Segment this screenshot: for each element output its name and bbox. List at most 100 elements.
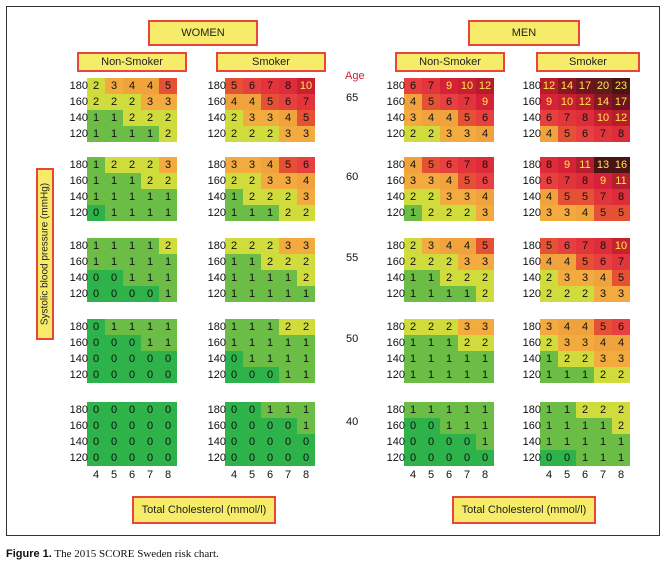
risk-cell: 1 [87, 189, 105, 205]
risk-cell: 1 [476, 434, 494, 450]
risk-cell: 2 [558, 286, 576, 302]
risk-cell: 2 [261, 189, 279, 205]
risk-cell: 4 [540, 189, 558, 205]
risk-cell: 1 [87, 157, 105, 173]
risk-cell: 2 [458, 270, 476, 286]
risk-cell: 2 [612, 402, 630, 418]
risk-cell: 1 [576, 418, 594, 434]
risk-cell: 5 [612, 270, 630, 286]
bp-label: 160 [207, 175, 226, 187]
risk-cell: 2 [558, 351, 576, 367]
risk-cell: 14 [594, 94, 612, 110]
risk-cell: 3 [540, 319, 558, 335]
risk-cell: 5 [279, 157, 297, 173]
risk-cell: 6 [540, 173, 558, 189]
risk-cell: 1 [261, 270, 279, 286]
risk-cell: 0 [105, 286, 123, 302]
risk-cell: 1 [404, 402, 422, 418]
bp-label: 140 [522, 272, 541, 284]
risk-cell: 1 [159, 270, 177, 286]
risk-cell: 6 [440, 157, 458, 173]
risk-cell: 0 [225, 434, 243, 450]
bp-label: 120 [522, 452, 541, 464]
risk-cell: 0 [141, 402, 159, 418]
risk-cell: 5 [612, 205, 630, 221]
bp-label: 140 [207, 436, 226, 448]
risk-cell: 1 [558, 418, 576, 434]
risk-cell: 5 [558, 126, 576, 142]
risk-cell: 2 [476, 270, 494, 286]
risk-cell: 1 [123, 189, 141, 205]
risk-cell: 0 [87, 402, 105, 418]
risk-cell: 0 [297, 434, 315, 450]
risk-cell: 3 [458, 189, 476, 205]
risk-cell: 8 [612, 189, 630, 205]
risk-cell: 0 [225, 367, 243, 383]
risk-cell: 2 [159, 173, 177, 189]
risk-cell: 1 [87, 238, 105, 254]
risk-cell: 1 [123, 254, 141, 270]
risk-cell: 1 [141, 205, 159, 221]
risk-cell: 17 [612, 94, 630, 110]
risk-cell: 3 [297, 238, 315, 254]
risk-cell: 3 [576, 335, 594, 351]
risk-cell: 1 [458, 351, 476, 367]
risk-cell: 2 [594, 367, 612, 383]
risk-cell: 7 [261, 78, 279, 94]
risk-cell: 1 [243, 270, 261, 286]
bp-label: 140 [386, 191, 405, 203]
cholesterol-tick: 5 [248, 469, 256, 481]
bp-label: 180 [69, 80, 88, 92]
risk-cell: 11 [612, 173, 630, 189]
risk-cell: 0 [159, 351, 177, 367]
risk-cell: 3 [243, 157, 261, 173]
bp-label: 120 [69, 128, 88, 140]
risk-cell: 3 [458, 319, 476, 335]
risk-cell: 1 [225, 205, 243, 221]
risk-cell: 1 [225, 270, 243, 286]
bp-label: 180 [69, 159, 88, 171]
bp-label: 140 [522, 191, 541, 203]
cholesterol-tick: 6 [581, 469, 589, 481]
risk-cell: 3 [612, 351, 630, 367]
risk-cell: 3 [558, 205, 576, 221]
risk-cell: 5 [159, 78, 177, 94]
risk-cell: 8 [576, 110, 594, 126]
risk-cell: 3 [105, 78, 123, 94]
bp-label: 180 [522, 159, 541, 171]
risk-cell: 3 [279, 173, 297, 189]
risk-cell: 0 [404, 450, 422, 466]
risk-cell: 0 [422, 418, 440, 434]
risk-cell: 1 [476, 351, 494, 367]
risk-cell: 3 [404, 110, 422, 126]
risk-cell: 1 [279, 286, 297, 302]
bp-label: 160 [207, 96, 226, 108]
risk-cell: 4 [594, 335, 612, 351]
risk-cell: 2 [404, 238, 422, 254]
risk-cell: 5 [261, 94, 279, 110]
risk-cell: 20 [594, 78, 612, 94]
age-label: 60 [346, 171, 359, 183]
risk-cell: 3 [594, 286, 612, 302]
risk-cell: 1 [141, 189, 159, 205]
risk-cell: 3 [458, 126, 476, 142]
risk-cell: 10 [558, 94, 576, 110]
risk-cell: 4 [576, 319, 594, 335]
risk-cell: 0 [225, 351, 243, 367]
risk-cell: 9 [594, 173, 612, 189]
risk-cell: 1 [141, 335, 159, 351]
risk-cell: 4 [440, 110, 458, 126]
risk-cell: 2 [594, 402, 612, 418]
risk-cell: 0 [159, 418, 177, 434]
risk-cell: 1 [279, 335, 297, 351]
risk-cell: 2 [612, 418, 630, 434]
risk-cell: 4 [540, 126, 558, 142]
risk-cell: 0 [404, 418, 422, 434]
risk-cell: 2 [297, 205, 315, 221]
cholesterol-tick: 8 [164, 469, 172, 481]
risk-cell: 1 [141, 238, 159, 254]
risk-cell: 2 [123, 157, 141, 173]
cholesterol-tick: 6 [445, 469, 453, 481]
risk-cell: 2 [440, 254, 458, 270]
risk-cell: 0 [141, 367, 159, 383]
